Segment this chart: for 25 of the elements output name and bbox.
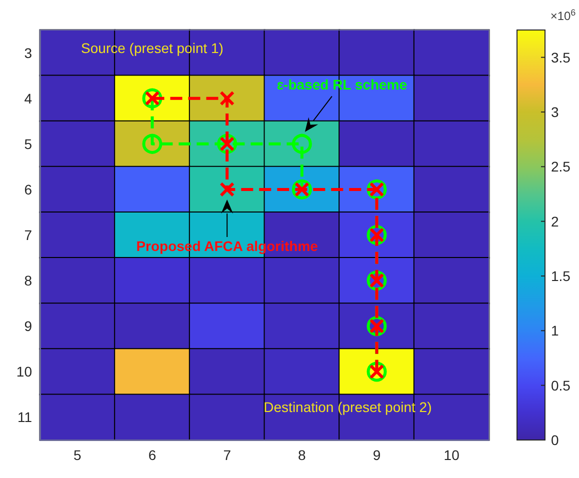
color-bar-label: 1 bbox=[551, 322, 559, 339]
y-tick-label: 6 bbox=[24, 181, 32, 198]
color-bar-label: 2.5 bbox=[551, 158, 571, 175]
y-tick-label: 7 bbox=[24, 227, 32, 243]
color-bar-label: 3.5 bbox=[551, 49, 571, 66]
point bbox=[220, 182, 235, 197]
x-tick-label: 10 bbox=[444, 447, 460, 463]
color-bar-label: 3 bbox=[551, 104, 559, 120]
y-tick-label: 9 bbox=[24, 318, 32, 334]
color-bar-label: 2 bbox=[551, 213, 559, 230]
x-tick-label: 6 bbox=[148, 447, 156, 463]
x-tick-label: 5 bbox=[74, 447, 82, 463]
y-tick-label: 4 bbox=[24, 90, 32, 106]
y-tick-label: 10 bbox=[16, 364, 32, 380]
point bbox=[220, 90, 235, 106]
x-tick-label: 9 bbox=[372, 447, 381, 463]
y-tick-label: 5 bbox=[24, 136, 32, 152]
x-tick-label: 7 bbox=[223, 447, 232, 463]
color-bar-label: 0.5 bbox=[551, 377, 571, 394]
y-tick-label: 8 bbox=[24, 272, 32, 289]
y-tick-label: 3 bbox=[24, 44, 32, 61]
y-tick-label: 11 bbox=[17, 409, 32, 426]
color-bar-label: 1.5 bbox=[551, 268, 571, 284]
color-bar-label: 0 bbox=[551, 432, 559, 448]
x-tick-label: 8 bbox=[298, 447, 306, 463]
